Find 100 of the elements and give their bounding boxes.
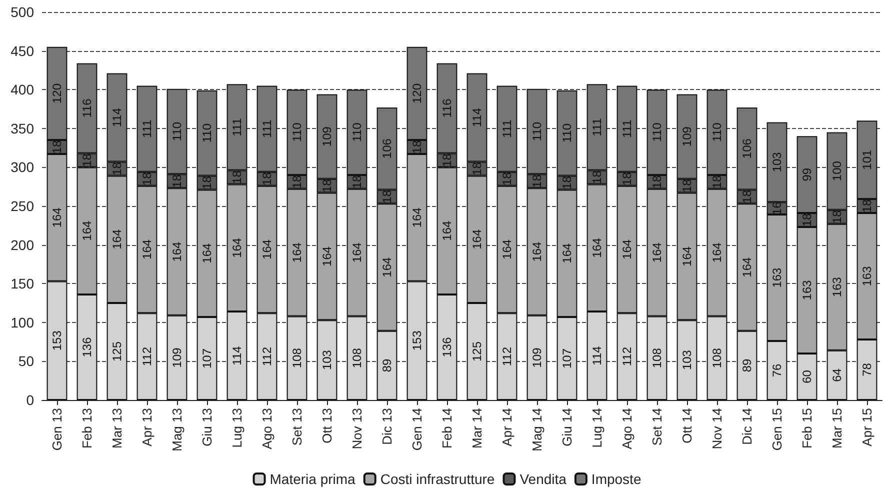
data-label: 18: [110, 162, 124, 176]
data-label: 18: [80, 153, 94, 167]
data-label: 164: [320, 246, 334, 266]
data-label: 111: [230, 118, 244, 136]
data-label: 108: [650, 348, 664, 368]
x-tick-label: Gen 13: [50, 408, 64, 451]
y-tick-label: 500: [10, 4, 34, 20]
x-tick-label: Mar 13: [110, 408, 124, 448]
data-label: 110: [560, 123, 574, 143]
data-label: 100: [830, 160, 844, 182]
data-label: 18: [140, 172, 154, 186]
data-label: 153: [50, 330, 64, 351]
data-label: 112: [620, 346, 634, 366]
data-label: 89: [380, 358, 394, 372]
data-label: 164: [200, 243, 214, 264]
data-label: 107: [200, 348, 214, 368]
data-label: 114: [230, 346, 244, 366]
data-label: 18: [680, 178, 694, 193]
data-label: 136: [440, 336, 454, 358]
data-label: 164: [740, 256, 754, 278]
data-label: 76: [770, 364, 784, 378]
data-label: 164: [620, 239, 634, 260]
data-label: 164: [500, 239, 514, 260]
data-label: 163: [860, 266, 874, 286]
data-label: 125: [110, 341, 124, 362]
x-tick-label: Feb 15: [800, 408, 814, 448]
data-label: 18: [320, 178, 334, 193]
data-label: 18: [500, 172, 514, 186]
data-label: 18: [170, 174, 184, 188]
x-tick-label: Mag 14: [530, 408, 544, 452]
data-label: 103: [680, 350, 694, 370]
y-tick-label: 450: [10, 42, 34, 59]
data-label: 103: [770, 152, 784, 172]
legend-label: Materia prima: [270, 471, 356, 487]
data-label: 18: [560, 176, 574, 190]
data-label: 114: [470, 108, 484, 128]
data-label: 164: [110, 229, 124, 250]
data-label: 99: [800, 168, 814, 182]
data-label: 18: [50, 140, 64, 154]
data-label: 153: [410, 330, 424, 351]
data-label: 18: [620, 172, 634, 186]
data-label: 18: [860, 199, 874, 213]
y-tick-label: 250: [10, 198, 34, 214]
x-tick-label: Ott 13: [320, 408, 334, 444]
x-tick-label: Mar 14: [470, 408, 484, 448]
x-tick-label: Apr 14: [500, 408, 514, 446]
data-label: 18: [380, 190, 394, 204]
data-label: 164: [410, 207, 424, 228]
data-label: 106: [380, 138, 394, 159]
y-tick-label: 0: [26, 392, 34, 408]
x-tick-label: Apr 13: [140, 408, 154, 446]
data-label: 163: [830, 276, 844, 298]
data-label: 18: [740, 190, 754, 204]
data-label: 164: [290, 242, 304, 263]
x-tick-label: Gen 15: [770, 408, 784, 451]
data-label: 108: [290, 348, 304, 368]
data-label: 18: [650, 174, 664, 189]
data-label: 18: [800, 212, 814, 227]
data-label: 114: [110, 108, 124, 128]
x-tick-label: Gen 14: [410, 408, 424, 451]
data-label: 110: [650, 122, 664, 142]
data-label: 164: [230, 238, 244, 258]
y-tick-label: 400: [10, 82, 34, 98]
x-tick-label: Lug 13: [230, 408, 244, 448]
data-label: 164: [50, 207, 64, 228]
x-tick-label: Ago 14: [620, 408, 634, 450]
data-label: 164: [650, 242, 664, 263]
data-label: 18: [710, 174, 724, 189]
data-label: 110: [710, 122, 724, 142]
x-tick-label: Dic 14: [740, 408, 754, 445]
data-label: 164: [680, 246, 694, 266]
data-label: 111: [140, 119, 154, 138]
data-label: 114: [590, 346, 604, 366]
data-label: 163: [770, 267, 784, 288]
x-tick-label: Nov 13: [350, 408, 364, 450]
x-tick-label: Lug 14: [590, 408, 604, 448]
data-label: 164: [530, 241, 544, 262]
data-label: 164: [260, 239, 274, 260]
x-tick-label: Set 14: [650, 408, 664, 446]
data-label: 111: [620, 119, 634, 138]
legend-label: Vendita: [520, 471, 567, 487]
data-label: 110: [200, 123, 214, 143]
x-tick-label: Giu 13: [200, 408, 214, 446]
data-label: 110: [290, 122, 304, 142]
data-label: 18: [590, 170, 604, 184]
data-label: 164: [440, 220, 454, 241]
data-label: 111: [500, 119, 514, 138]
data-label: 125: [470, 341, 484, 362]
x-tick-label: Dic 13: [380, 408, 394, 445]
x-tick-label: Apr 15: [860, 408, 874, 446]
data-label: 120: [50, 83, 64, 104]
data-label: 18: [260, 172, 274, 186]
x-tick-label: Giu 14: [560, 408, 574, 446]
data-label: 110: [170, 122, 184, 142]
data-label: 110: [530, 122, 544, 142]
data-label: 18: [470, 162, 484, 176]
data-label: 101: [860, 149, 874, 170]
data-label: 163: [800, 280, 814, 300]
y-tick-label: 50: [18, 353, 34, 370]
x-tick-label: Feb 14: [440, 408, 454, 448]
